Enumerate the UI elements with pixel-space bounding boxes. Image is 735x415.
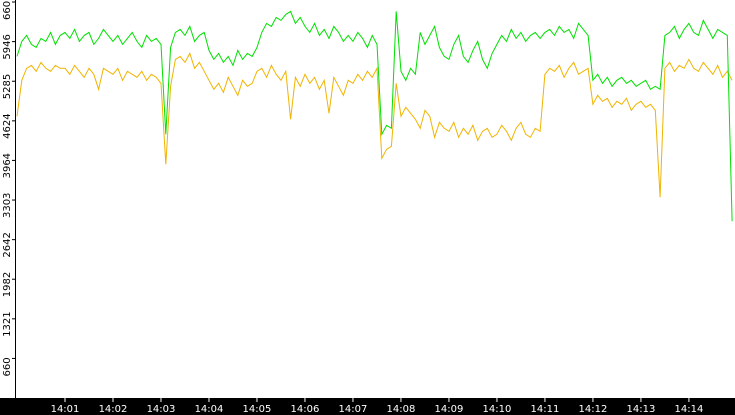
x-tick-label: 14:14 <box>675 404 704 415</box>
y-tick-label: 3964 <box>2 153 13 178</box>
x-tick-label: 14:07 <box>339 404 368 415</box>
series-line <box>16 52 733 198</box>
x-tick-label: 14:01 <box>51 404 80 415</box>
x-axis-bar <box>0 398 735 415</box>
x-tick-label: 14:13 <box>627 404 656 415</box>
x-tick-label: 14:05 <box>243 404 272 415</box>
y-tick-label: 2642 <box>2 232 13 257</box>
x-tick-label: 14:09 <box>435 404 464 415</box>
x-tick-label: 14:03 <box>147 404 176 415</box>
x-tick-label: 14:10 <box>483 404 512 415</box>
x-tick-label: 14:08 <box>387 404 416 415</box>
y-tick-label: 6607 <box>2 0 13 20</box>
x-tick-label: 14:12 <box>579 404 608 415</box>
y-tick-label: 5946 <box>2 34 13 59</box>
x-tick-label: 14:06 <box>291 404 320 415</box>
x-tick-label: 14:02 <box>99 404 128 415</box>
y-tick-label: 660 <box>2 357 13 376</box>
y-tick-label: 3303 <box>2 193 13 218</box>
y-tick-label: 4624 <box>2 113 13 138</box>
y-tick-label: 1321 <box>2 311 13 336</box>
y-tick-label: 5285 <box>2 74 13 99</box>
y-tick-label: 1982 <box>2 272 13 297</box>
x-tick-label: 14:11 <box>531 404 560 415</box>
x-tick-label: 14:04 <box>195 404 224 415</box>
series-line <box>16 10 733 222</box>
